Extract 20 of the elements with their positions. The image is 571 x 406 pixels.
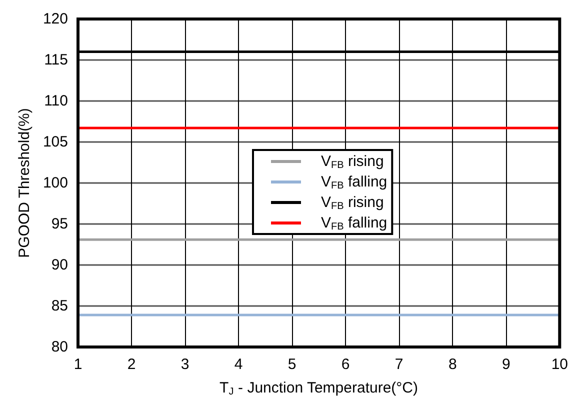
y-tick-label: 110 xyxy=(44,92,68,110)
y-axis-title: PGOOD Threshold(%) xyxy=(16,108,33,258)
x-tick-label: 10 xyxy=(551,356,568,373)
y-tick-label: 95 xyxy=(51,216,68,232)
y-tick-label: 115 xyxy=(44,52,68,68)
x-tick-label: 2 xyxy=(127,356,136,373)
x-tick-label: 9 xyxy=(502,356,510,373)
y-tick-label: 100 xyxy=(42,174,68,192)
y-tick-label: 120 xyxy=(42,10,68,28)
x-tick-label: 6 xyxy=(341,356,350,373)
x-tick-label: 8 xyxy=(448,356,457,373)
y-tick-label: 85 xyxy=(51,298,68,314)
y-tick-label: 80 xyxy=(51,338,68,356)
y-tick-label: 90 xyxy=(51,256,68,274)
x-tick-label: 7 xyxy=(394,356,404,373)
x-tick-label: 4 xyxy=(234,356,243,373)
x-tick-label: 3 xyxy=(180,356,190,373)
y-tick-label: 105 xyxy=(42,134,68,150)
x-tick-label: 5 xyxy=(288,356,296,373)
x-tick-label: 1 xyxy=(74,356,82,373)
